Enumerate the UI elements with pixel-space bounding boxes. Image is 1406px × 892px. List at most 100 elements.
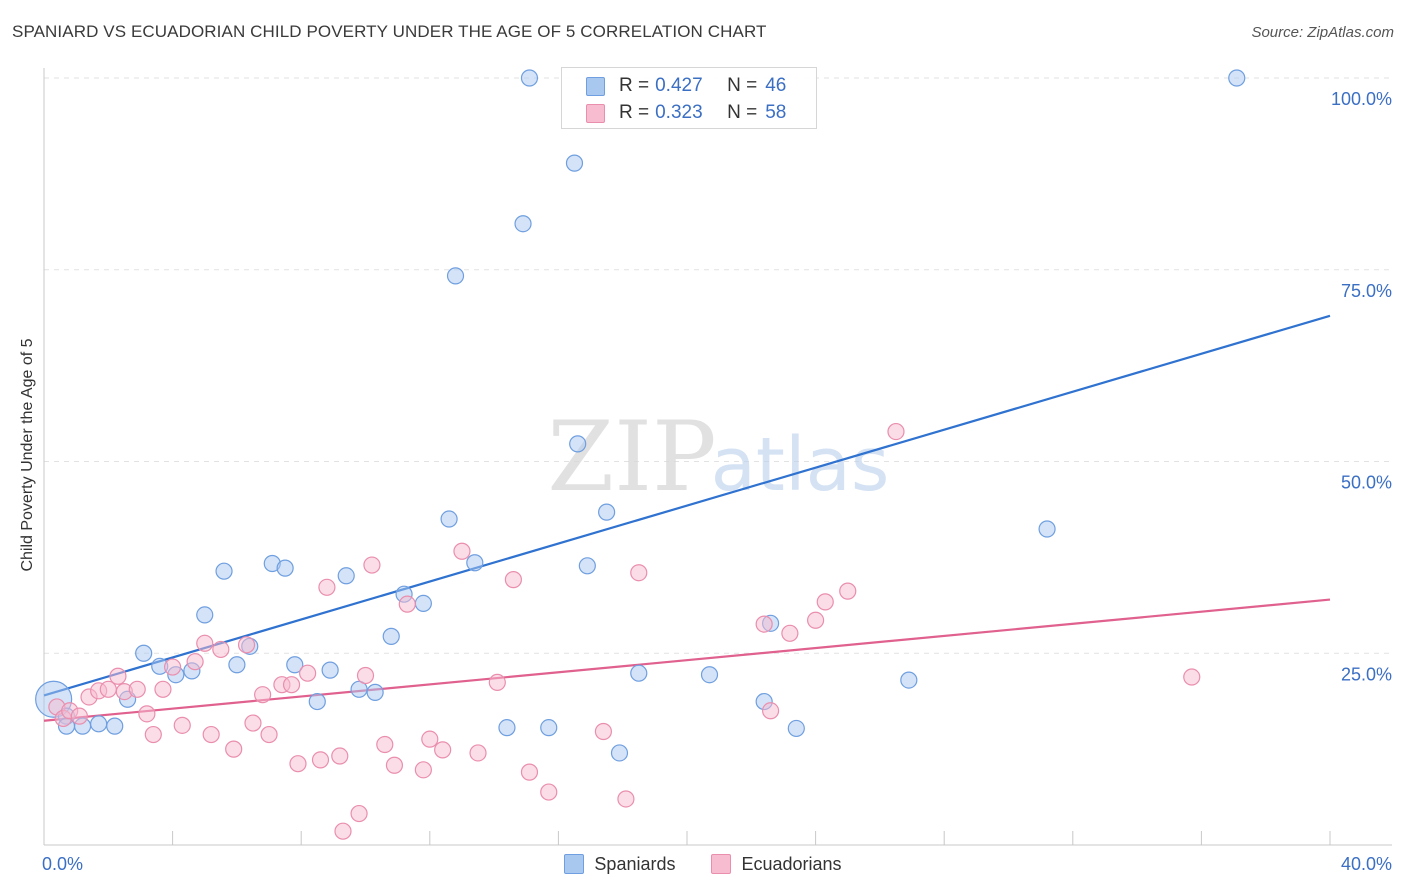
ecuadorian-point[interactable] xyxy=(540,783,558,801)
legend-swatch-blue xyxy=(564,854,585,874)
spaniard-point[interactable] xyxy=(215,562,233,580)
ecuadorian-point[interactable] xyxy=(244,714,262,732)
spaniard-point[interactable] xyxy=(514,215,532,233)
ecuadorian-point[interactable] xyxy=(144,725,162,744)
spaniard-point[interactable] xyxy=(1228,69,1246,87)
spaniard-point[interactable] xyxy=(1038,520,1056,538)
ecuadorian-point[interactable] xyxy=(109,667,127,685)
legend-item-spaniards[interactable]: Spaniards xyxy=(564,854,675,875)
legend-label-ecuadorians: Ecuadorians xyxy=(741,853,842,874)
ecuadorian-point[interactable] xyxy=(282,676,301,694)
spaniard-point[interactable] xyxy=(569,435,587,453)
ecuadorian-point[interactable] xyxy=(311,751,330,769)
ecuadorian-point[interactable] xyxy=(1183,668,1201,686)
ecuadorian-point[interactable] xyxy=(434,741,452,759)
spaniard-point[interactable] xyxy=(286,656,304,674)
spaniard-point[interactable] xyxy=(578,557,596,575)
spaniard-point[interactable] xyxy=(565,154,584,172)
ecuadorian-point[interactable] xyxy=(385,756,404,774)
ecuadorian-point[interactable] xyxy=(260,725,278,744)
ecuadorian-point[interactable] xyxy=(488,673,506,691)
spaniard-point[interactable] xyxy=(196,606,214,624)
ecuadorian-point[interactable] xyxy=(202,725,220,744)
spaniard-point[interactable] xyxy=(337,567,355,585)
ecuadorian-point[interactable] xyxy=(237,636,256,654)
spaniard-point[interactable] xyxy=(598,503,616,521)
ecuadorian-point[interactable] xyxy=(186,653,204,671)
ecuadorian-point[interactable] xyxy=(887,422,905,441)
ecuadorian-point[interactable] xyxy=(173,716,191,734)
spaniard-point[interactable] xyxy=(106,717,124,735)
ecuadorian-point[interactable] xyxy=(761,702,780,720)
ecuadorian-point[interactable] xyxy=(289,755,307,773)
ecuadorian-point[interactable] xyxy=(398,595,416,613)
ecuadorian-point[interactable] xyxy=(128,680,146,698)
ecuadorian-point[interactable] xyxy=(334,822,352,840)
y-axis-label: Child Poverty Under the Age of 5 xyxy=(19,338,36,572)
spaniard-point[interactable] xyxy=(498,719,516,737)
ecuadorian-point[interactable] xyxy=(755,615,773,633)
spaniard-point[interactable] xyxy=(440,510,458,528)
ecuadorian-point[interactable] xyxy=(781,624,799,642)
legend-item-ecuadorians[interactable]: Ecuadorians xyxy=(711,853,842,875)
ecuadorian-point[interactable] xyxy=(630,564,648,582)
ecuadorian-point[interactable] xyxy=(414,761,432,779)
spaniard-point[interactable] xyxy=(350,680,368,698)
ecuadorian-point[interactable] xyxy=(469,744,487,762)
ecuadorian-point[interactable] xyxy=(453,542,471,560)
ecuadorian-point[interactable] xyxy=(520,763,539,781)
ecuadorian-point[interactable] xyxy=(504,571,522,589)
spaniard-point[interactable] xyxy=(308,692,326,711)
ecuadorian-point[interactable] xyxy=(363,556,381,574)
ecuadorian-point[interactable] xyxy=(254,686,272,704)
ecuadorian-point[interactable] xyxy=(331,747,349,765)
spaniard-point[interactable] xyxy=(382,627,400,645)
source-credit: Source: ZipAtlas.com xyxy=(1251,24,1394,41)
spaniard-point[interactable] xyxy=(610,744,629,762)
legend-n-label: N = xyxy=(727,75,758,96)
ecuadorian-point[interactable] xyxy=(225,740,243,758)
spaniard-point[interactable] xyxy=(900,671,918,689)
ecuadorian-point[interactable] xyxy=(356,666,375,685)
ecuadorian-point[interactable] xyxy=(196,634,214,652)
spaniard-point[interactable] xyxy=(276,559,294,577)
legend-r-value: 0.427 xyxy=(655,75,703,96)
spaniard-point[interactable] xyxy=(228,656,246,674)
spaniard-point[interactable] xyxy=(90,715,108,733)
ecuadorian-point[interactable] xyxy=(70,707,88,725)
ecuadorian-point[interactable] xyxy=(350,804,368,823)
spaniard-point[interactable] xyxy=(540,719,558,737)
axis-layer xyxy=(43,68,1392,846)
spaniard-point[interactable] xyxy=(135,644,153,662)
ecuadorian-point[interactable] xyxy=(299,664,317,682)
points-layer xyxy=(35,69,1246,840)
series-legend: Spaniards Ecuadorians xyxy=(0,852,1406,876)
ecuadorian-point[interactable] xyxy=(318,578,336,596)
legend-n-value: 58 xyxy=(765,102,787,123)
ecuadorian-point[interactable] xyxy=(594,722,613,741)
spaniard-point[interactable] xyxy=(366,683,384,701)
ecuadorian-point[interactable] xyxy=(138,705,156,723)
watermark: ZIP atlas xyxy=(547,401,889,513)
ecuadorian-point[interactable] xyxy=(806,611,825,629)
ecuadorian-point[interactable] xyxy=(212,640,230,659)
ecuadorian-point[interactable] xyxy=(164,658,182,676)
spaniard-point[interactable] xyxy=(630,664,648,682)
spaniard-point[interactable] xyxy=(414,594,432,612)
spaniard-point[interactable] xyxy=(466,554,484,572)
ecuadorian-point[interactable] xyxy=(154,680,172,698)
spaniard-point[interactable] xyxy=(700,666,719,684)
ecuadorian-point[interactable] xyxy=(617,790,635,808)
ecuadorian-point[interactable] xyxy=(421,730,439,748)
ecuadorian-point[interactable] xyxy=(816,593,834,611)
spaniard-point[interactable] xyxy=(787,719,805,738)
chart-title: SPANIARD VS ECUADORIAN CHILD POVERTY UND… xyxy=(12,22,767,41)
x-tick-label: 0.0% xyxy=(42,854,83,874)
ecuadorian-point[interactable] xyxy=(376,735,394,754)
spaniard-point[interactable] xyxy=(520,69,539,87)
spaniard-point[interactable] xyxy=(446,267,465,285)
ecuadorian-point[interactable] xyxy=(839,582,857,600)
spaniard-point[interactable] xyxy=(321,661,339,679)
y-tick-label: 25.0% xyxy=(1341,664,1392,684)
